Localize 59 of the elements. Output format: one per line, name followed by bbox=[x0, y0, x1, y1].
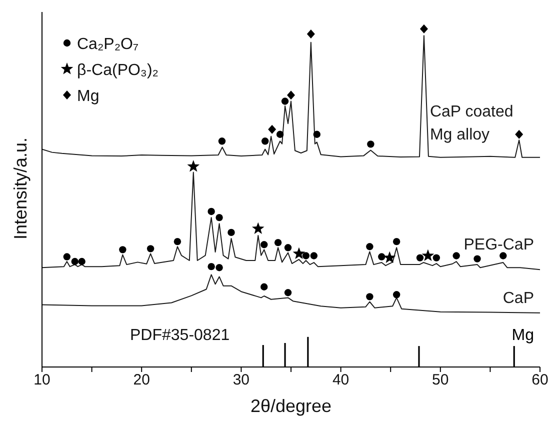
point bbox=[78, 258, 86, 266]
x-tick-label: 20 bbox=[133, 372, 150, 389]
point bbox=[302, 252, 310, 260]
point bbox=[146, 245, 154, 252]
series-label: Mg bbox=[512, 327, 534, 344]
point bbox=[306, 29, 315, 38]
series-label: PEG-CaP bbox=[464, 236, 534, 254]
annotation: PDF#35-0821 bbox=[130, 327, 230, 344]
point bbox=[216, 214, 223, 222]
point bbox=[262, 138, 269, 145]
x-axis-title: 2θ/degree bbox=[250, 396, 332, 416]
point bbox=[452, 252, 460, 260]
y-axis-title: Intensity/a.u. bbox=[10, 137, 30, 240]
x-tick-label: 40 bbox=[332, 372, 350, 389]
point bbox=[281, 98, 289, 105]
point bbox=[208, 262, 215, 270]
point bbox=[71, 258, 78, 266]
legend-label: Mg bbox=[77, 88, 100, 105]
point bbox=[268, 124, 276, 134]
point bbox=[313, 130, 320, 138]
point bbox=[260, 283, 268, 290]
x-tick-label: 50 bbox=[432, 372, 449, 389]
point bbox=[432, 254, 440, 262]
point bbox=[287, 90, 295, 100]
point bbox=[119, 246, 126, 254]
point bbox=[228, 228, 235, 236]
point bbox=[292, 247, 306, 259]
point bbox=[367, 140, 374, 148]
point bbox=[208, 208, 215, 216]
point bbox=[420, 24, 428, 34]
point bbox=[366, 243, 374, 250]
point bbox=[218, 138, 226, 145]
point bbox=[515, 130, 524, 139]
point bbox=[174, 238, 182, 246]
point bbox=[284, 244, 292, 252]
point bbox=[422, 249, 434, 262]
point bbox=[274, 238, 282, 246]
point bbox=[474, 255, 481, 262]
point bbox=[378, 253, 386, 260]
point bbox=[276, 130, 284, 138]
series-label: CaP bbox=[502, 290, 534, 307]
point bbox=[392, 238, 400, 246]
point bbox=[310, 252, 318, 260]
point bbox=[416, 254, 424, 262]
x-tick-label: 30 bbox=[232, 372, 250, 389]
x-tick-label: 10 bbox=[34, 372, 50, 389]
point bbox=[260, 241, 268, 248]
legend-label: Ca₂P₂O₇ bbox=[77, 36, 138, 53]
series-label: CaP coated Mg alloy bbox=[430, 103, 514, 144]
point bbox=[252, 222, 264, 234]
point bbox=[216, 264, 223, 272]
point bbox=[284, 289, 292, 296]
x-tick-label: 60 bbox=[532, 372, 548, 389]
point bbox=[187, 160, 200, 172]
point bbox=[500, 252, 507, 260]
point bbox=[366, 293, 374, 300]
legend-label: β-Ca(PO₃)₂ bbox=[77, 62, 158, 79]
point bbox=[392, 291, 400, 298]
point bbox=[63, 253, 70, 260]
